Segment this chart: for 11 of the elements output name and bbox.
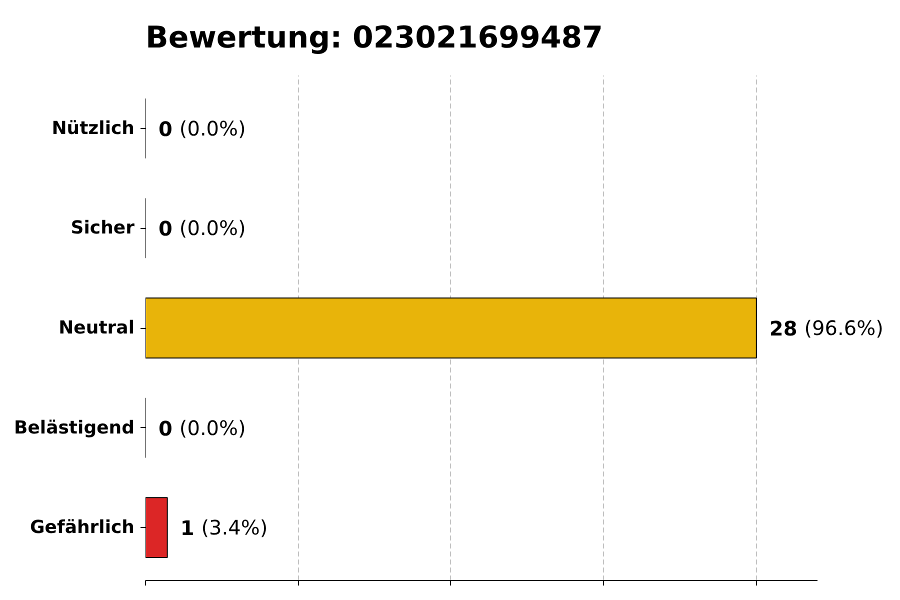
y-tick-label: Neutral bbox=[58, 318, 135, 338]
y-tick-label: Gefährlich bbox=[30, 517, 135, 538]
data-label: 1 (3.4%) bbox=[180, 516, 268, 540]
data-label: 0 (0.0%) bbox=[158, 216, 246, 241]
data-label: 0 (0.0%) bbox=[158, 416, 246, 440]
y-tick-label: Sicher bbox=[70, 218, 135, 239]
data-label: 28 (96.6%) bbox=[769, 316, 884, 340]
y-tick-label: Belästigend bbox=[14, 417, 135, 438]
chart-title: Bewertung: 023021699487 bbox=[146, 20, 604, 56]
data-label: 0 (0.0%) bbox=[158, 116, 246, 141]
y-tick-label: Nützlich bbox=[52, 118, 135, 139]
